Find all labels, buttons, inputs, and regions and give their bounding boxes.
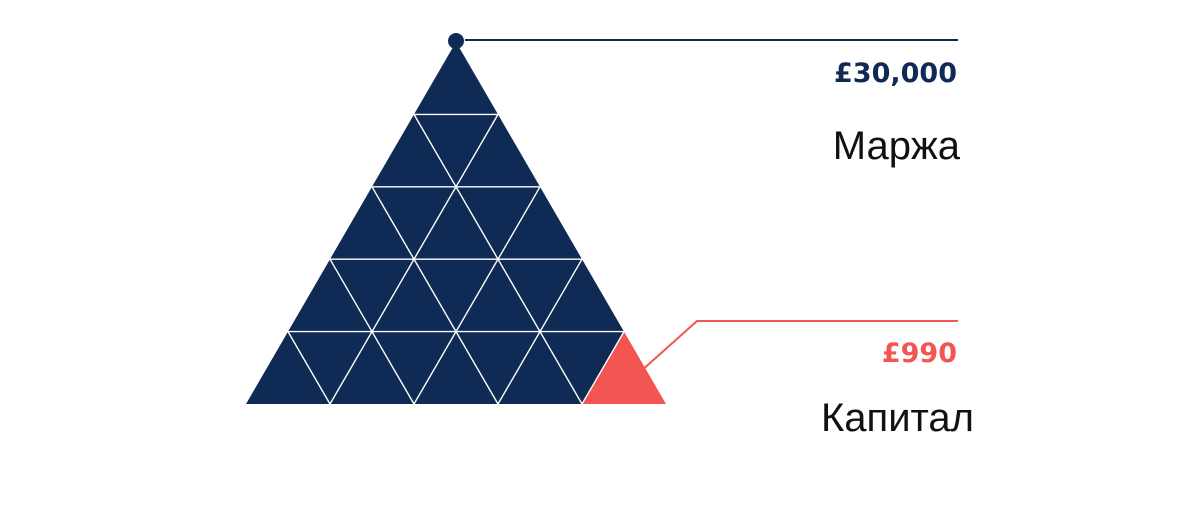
pyramid-cell xyxy=(498,331,582,404)
pyramid-cell xyxy=(330,331,414,404)
pyramid-cell xyxy=(372,259,456,332)
pyramid-cell xyxy=(372,114,456,187)
pyramid-cell xyxy=(498,259,582,332)
pyramid-cell xyxy=(288,259,372,332)
pyramid-cell xyxy=(414,259,498,332)
pyramid-cell xyxy=(330,186,414,260)
pyramid-cell xyxy=(414,186,498,260)
pyramid-grid-lines xyxy=(287,113,625,405)
capital-label: Капитал xyxy=(820,396,974,440)
pyramid-cells xyxy=(246,42,666,404)
grid-line xyxy=(287,331,331,405)
grid-line xyxy=(413,186,541,405)
pyramid-cell xyxy=(288,331,372,404)
pyramid-cell xyxy=(246,331,330,404)
pyramid-cell xyxy=(330,259,414,332)
pyramid-cell xyxy=(414,114,498,187)
pyramid-cell xyxy=(540,259,624,332)
grid-line xyxy=(371,186,499,405)
pyramid-cell xyxy=(372,331,456,404)
capital-callout-line xyxy=(639,320,958,373)
pyramid-cell xyxy=(414,42,498,115)
margin-label: Маржа xyxy=(832,124,960,168)
grid-line xyxy=(581,331,625,405)
pyramid-cell xyxy=(498,186,582,260)
pyramid-cell xyxy=(456,259,540,332)
pyramid-cell xyxy=(372,186,456,260)
grid-line xyxy=(497,258,583,405)
pyramid-cell xyxy=(540,331,624,404)
pyramid-cell xyxy=(414,331,498,404)
pyramid-cell xyxy=(456,331,540,404)
pyramid-cell xyxy=(456,114,540,187)
grid-line xyxy=(329,258,415,405)
callout-lines xyxy=(448,33,958,373)
apex-marker-dot xyxy=(448,33,464,49)
capital-amount: £990 xyxy=(881,338,957,369)
capital-cell xyxy=(582,331,666,404)
margin-amount: £30,000 xyxy=(834,58,957,89)
pyramid-cell xyxy=(456,186,540,260)
